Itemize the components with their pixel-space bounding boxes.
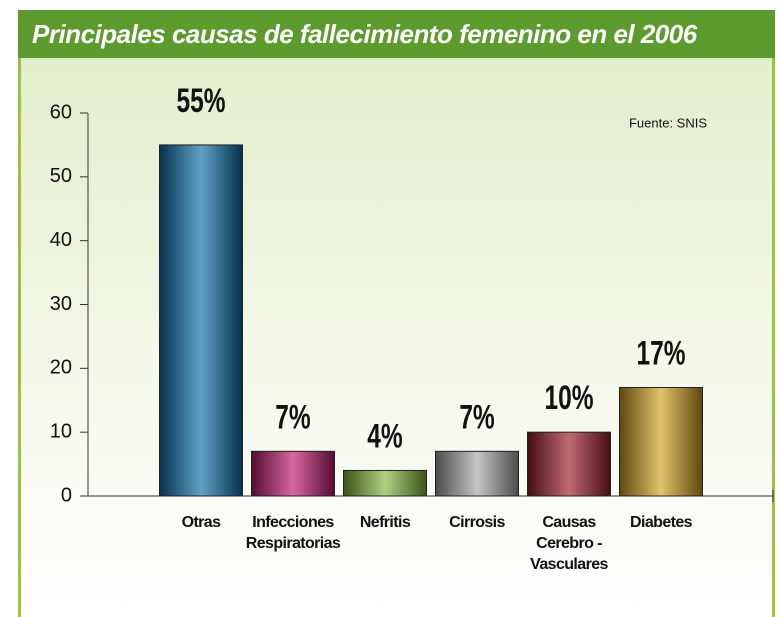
x-tick-label: Nefritis — [359, 514, 411, 531]
y-tick-label: 50 — [50, 165, 72, 187]
x-tick-label: Infecciones Respiratorias — [245, 514, 341, 552]
x-tick-label: Cirrosis — [449, 514, 505, 531]
x-tick-label: Otras — [181, 514, 221, 531]
bar — [251, 450, 335, 497]
chart-title: Principales causas de fallecimiento feme… — [32, 19, 697, 49]
y-tick-label: 30 — [50, 293, 72, 315]
panel — [18, 58, 775, 617]
bar — [435, 450, 519, 497]
x-tick-label: Diabetes — [630, 514, 693, 531]
value-label: 10% — [545, 379, 594, 417]
value-label: 17% — [637, 335, 686, 373]
y-tick-label: 20 — [50, 357, 72, 379]
bar — [619, 386, 703, 497]
y-tick-label: 0 — [61, 484, 72, 506]
header: Principales causas de fallecimiento feme… — [18, 10, 775, 58]
value-label: 55% — [177, 82, 226, 120]
bar — [159, 144, 243, 497]
y-tick-label: 60 — [50, 101, 72, 123]
y-tick-label: 40 — [50, 229, 72, 251]
x-tick-label: Causas Cerebro - Vasculares — [530, 514, 608, 573]
value-label: 4% — [367, 418, 402, 456]
value-label: 7% — [459, 398, 494, 436]
value-label: 7% — [275, 398, 310, 436]
bar — [343, 469, 427, 497]
source: Fuente: SNIS — [629, 115, 707, 130]
bar — [527, 431, 611, 497]
y-tick-label: 10 — [50, 420, 72, 442]
